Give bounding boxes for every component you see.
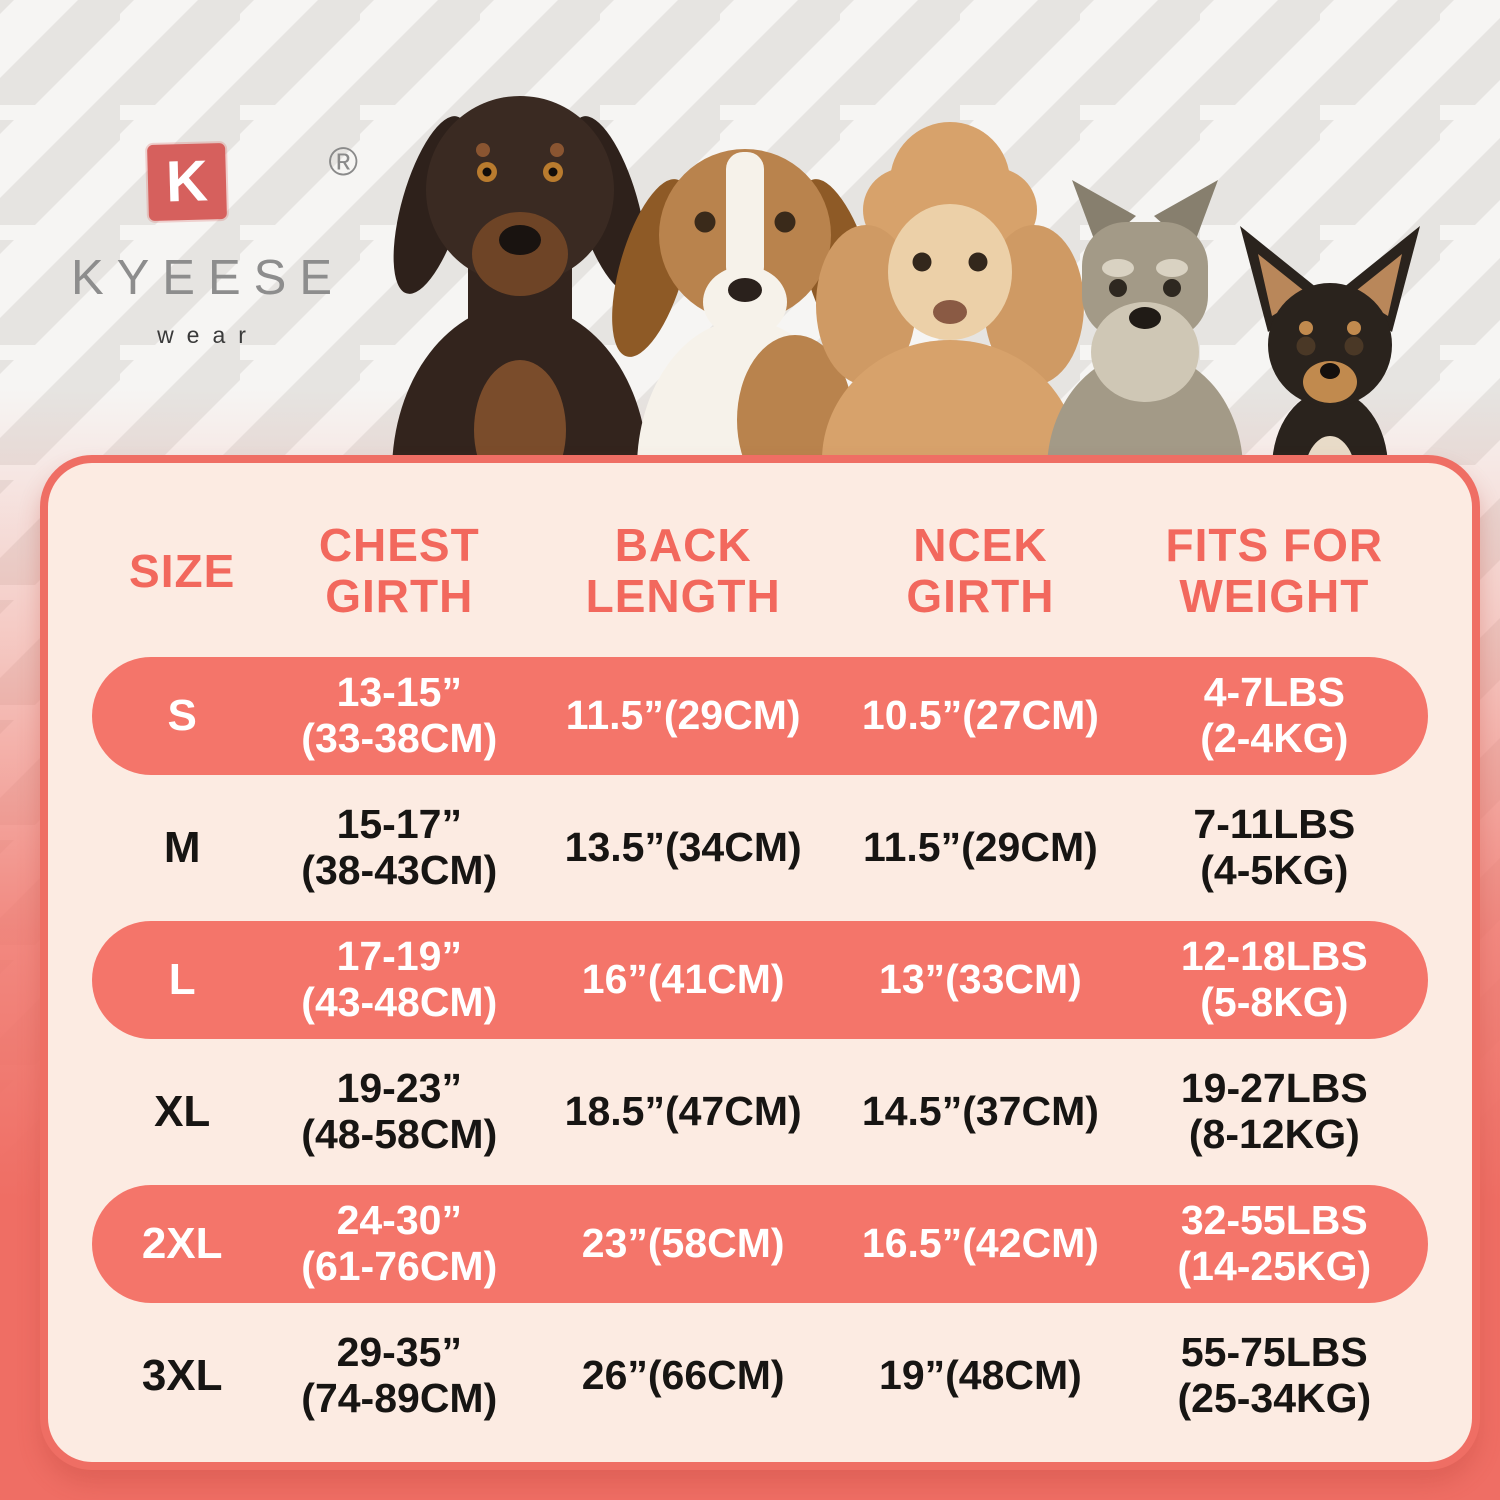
back-length-cell: 26”(66CM) xyxy=(581,1352,785,1399)
back-length-cell: 18.5”(47CM) xyxy=(564,1088,802,1135)
neck-girth-cell: 16.5”(42CM) xyxy=(861,1220,1099,1267)
table-row-size-2xl: 2XL 24-30” (61-76CM) 23”(58CM) 16.5”(42C… xyxy=(92,1185,1428,1303)
table-row-size-l: L 17-19” (43-48CM) 16”(41CM) 13”(33CM) 1… xyxy=(92,921,1428,1039)
weight-cell: 7-11LBS (4-5KG) xyxy=(1193,801,1356,893)
neck-girth-cell: 14.5”(37CM) xyxy=(861,1088,1099,1135)
chest-girth-cell: 17-19” (43-48CM) xyxy=(301,933,498,1025)
size-cell: XL xyxy=(154,1087,211,1137)
table-row-size-m: M 15-17” (38-43CM) 13.5”(34CM) 11.5”(29C… xyxy=(92,789,1428,907)
brand-logo: K ® KYEESE wear xyxy=(62,138,358,349)
weight-cell: 55-75LBS (25-34KG) xyxy=(1177,1329,1372,1421)
size-cell: M xyxy=(163,823,201,873)
chest-girth-cell: 24-30” (61-76CM) xyxy=(301,1197,498,1289)
brand-name: KYEESE xyxy=(70,251,346,305)
dog-doberman-illustration xyxy=(392,96,648,500)
brand-logo-mark-row: K ® xyxy=(62,138,358,224)
chest-girth-cell: 15-17” (38-43CM) xyxy=(301,801,498,893)
brand-subtitle: wear xyxy=(157,322,259,348)
column-header-neck-girth: NCEK GIRTH xyxy=(906,519,1055,622)
column-header-chest-girth: CHEST GIRTH xyxy=(318,519,480,622)
brand-k-badge: K xyxy=(147,142,227,222)
size-cell: L xyxy=(168,955,196,1005)
back-length-cell: 23”(58CM) xyxy=(581,1220,785,1267)
weight-cell: 12-18LBS (5-8KG) xyxy=(1180,933,1368,1025)
size-cell: 3XL xyxy=(141,1351,223,1401)
neck-girth-cell: 19”(48CM) xyxy=(879,1352,1082,1399)
neck-girth-cell: 11.5”(29CM) xyxy=(863,824,1098,871)
back-length-cell: 13.5”(34CM) xyxy=(564,824,802,871)
weight-cell: 32-55LBS (14-25KG) xyxy=(1177,1197,1372,1289)
weight-cell: 4-7LBS (2-4KG) xyxy=(1200,669,1349,761)
size-cell: S xyxy=(167,691,197,741)
table-row-size-xl: XL 19-23” (48-58CM) 18.5”(47CM) 14.5”(37… xyxy=(92,1053,1428,1171)
table-row-size-3xl: 3XL 29-35” (74-89CM) 26”(66CM) 19”(48CM)… xyxy=(92,1317,1428,1435)
back-length-cell: 11.5”(29CM) xyxy=(565,692,801,739)
chest-girth-cell: 29-35” (74-89CM) xyxy=(301,1329,498,1421)
registered-trademark-symbol: ® xyxy=(328,140,358,184)
size-cell: 2XL xyxy=(141,1219,223,1269)
dog-poodle-illustration xyxy=(816,122,1084,500)
column-header-size: SIZE xyxy=(129,544,236,597)
brand-k-letter: K xyxy=(165,148,209,215)
table-row-size-s: S 13-15” (33-38CM) 11.5”(29CM) 10.5”(27C… xyxy=(92,657,1428,775)
size-chart-card: SIZE CHEST GIRTH BACK LENGTH NCEK GIRTH … xyxy=(40,455,1480,1470)
column-header-back-length: BACK LENGTH xyxy=(585,519,781,622)
size-chart-header-row: SIZE CHEST GIRTH BACK LENGTH NCEK GIRTH … xyxy=(92,485,1428,657)
chest-girth-cell: 19-23” (48-58CM) xyxy=(301,1065,498,1157)
neck-girth-cell: 10.5”(27CM) xyxy=(861,692,1099,739)
weight-cell: 19-27LBS (8-12KG) xyxy=(1180,1065,1368,1157)
column-header-fits-for-weight: FITS FOR WEIGHT xyxy=(1165,519,1384,622)
chest-girth-cell: 13-15” (33-38CM) xyxy=(301,669,498,761)
back-length-cell: 16”(41CM) xyxy=(581,956,785,1003)
neck-girth-cell: 13”(33CM) xyxy=(879,956,1082,1003)
